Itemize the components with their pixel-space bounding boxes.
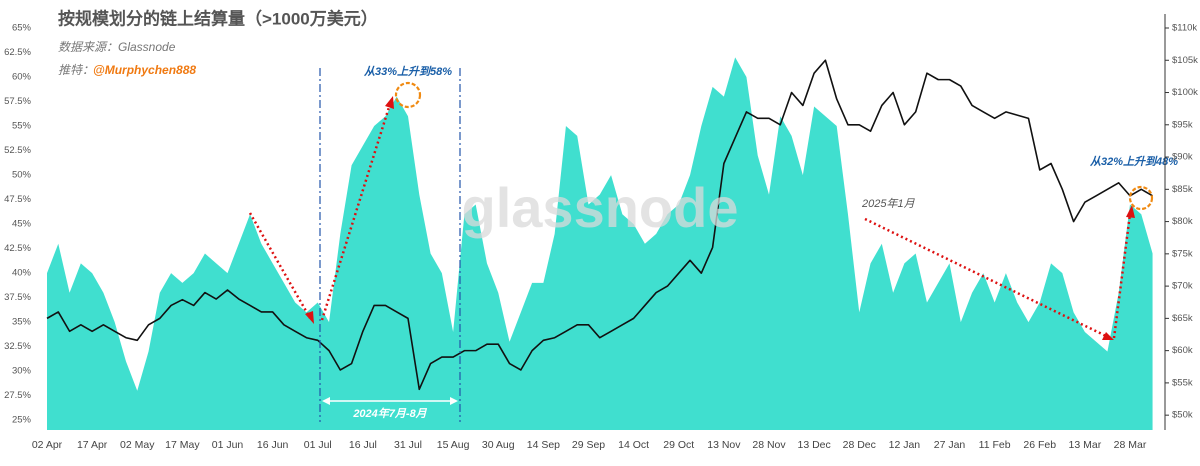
x-tick-label: 16 Jul — [349, 439, 377, 451]
line — [46, 59, 1153, 391]
arrow — [1112, 213, 1132, 339]
x-tick-label: 01 Jun — [212, 439, 244, 451]
y-tick-label: 35% — [12, 317, 32, 328]
y2-tick-label: $90k — [1172, 152, 1193, 163]
y-tick-label: 27.5% — [4, 390, 31, 401]
arrow-head — [305, 311, 314, 324]
highlight-circle — [394, 81, 422, 109]
y2-tick-label: $85k — [1172, 184, 1193, 195]
y-tick-label: 60% — [12, 72, 32, 83]
x-tick-label: 29 Oct — [663, 439, 694, 451]
credit-label: 推特： — [58, 63, 94, 77]
y2-tick-label: $105k — [1172, 55, 1198, 66]
y-tick-label: 32.5% — [4, 341, 31, 352]
x-tick-label: 17 Apr — [77, 439, 108, 451]
annotation: 2025年1月 — [861, 197, 916, 210]
y-tick-label: 47.5% — [4, 194, 31, 205]
y2-tick-label: $110k — [1172, 23, 1197, 34]
x-tick-label: 17 May — [165, 439, 200, 451]
annotation: 2024年7月-8月 — [352, 407, 427, 420]
x-tick-label: 14 Sep — [527, 439, 560, 451]
y-tick-label: 45% — [12, 219, 32, 230]
x-tick-label: 02 Apr — [32, 439, 63, 451]
y-tick-label: 37.5% — [4, 292, 31, 303]
arrow-head — [385, 96, 394, 109]
y2-tick-label: $55k — [1172, 377, 1193, 388]
highlight-circle — [1128, 185, 1154, 211]
arrow-head — [450, 397, 458, 405]
y-tick-label: 25% — [12, 415, 32, 426]
x-tick-label: 13 Mar — [1069, 439, 1102, 451]
y-tick-label: 57.5% — [4, 96, 31, 107]
y2-tick-label: $100k — [1172, 87, 1198, 98]
y2-tick-label: $75k — [1172, 248, 1193, 259]
y-tick-label: 65% — [12, 23, 32, 34]
credit-handle: @Murphychen888 — [93, 63, 196, 77]
y2-tick-label: $95k — [1172, 119, 1193, 130]
x-tick-label: 01 Jul — [304, 439, 332, 451]
y2-tick-label: $60k — [1172, 345, 1193, 356]
arrow — [248, 212, 312, 319]
x-tick-label: 31 Jul — [394, 439, 422, 451]
plot-area — [46, 57, 1153, 430]
x-tick-label: 26 Feb — [1023, 439, 1056, 451]
y-tick-label: 55% — [12, 121, 32, 132]
x-tick-label: 28 Nov — [752, 439, 786, 451]
x-tick-label: 15 Aug — [437, 439, 470, 451]
x-tick-label: 13 Dec — [797, 439, 830, 451]
arrow-head — [322, 397, 330, 405]
x-tick-label: 14 Oct — [618, 439, 649, 451]
x-tick-label: 02 May — [120, 439, 155, 451]
x-tick-label: 28 Mar — [1114, 439, 1147, 451]
x-tick-label: 27 Jan — [934, 439, 966, 451]
y2-tick-label: $80k — [1172, 216, 1193, 227]
annotation: 从33%上升到58% — [364, 65, 452, 78]
annotations: 从33%上升到58% 2024年7月-8月 2025年1月 从32%上升到48% — [248, 65, 1178, 422]
x-tick-label: 16 Jun — [257, 439, 289, 451]
y2-tick-label: $65k — [1172, 313, 1193, 324]
x-tick-label: 12 Jan — [889, 439, 921, 451]
y2-tick-label: $50k — [1172, 410, 1193, 421]
arrow-head — [1102, 332, 1114, 340]
watermark: glassnode — [462, 176, 739, 239]
subtitle: 数据来源：Glassnode — [58, 40, 176, 54]
x-tick-label: 29 Sep — [572, 439, 605, 451]
area — [47, 57, 1153, 430]
y-tick-label: 50% — [12, 170, 32, 181]
arrow-head — [1126, 205, 1135, 218]
annotation: 从32%上升到48% — [1090, 155, 1178, 168]
x-tick-label: 13 Nov — [707, 439, 741, 451]
y-tick-label: 30% — [12, 366, 32, 377]
y-tick-label: 42.5% — [4, 243, 31, 254]
x-tick-label: 30 Aug — [482, 439, 515, 451]
y-tick-label: 52.5% — [4, 145, 31, 156]
x-tick-label: 11 Feb — [979, 439, 1011, 451]
x-tick-label: 28 Dec — [843, 439, 876, 451]
y-tick-label: 40% — [12, 268, 32, 279]
y-tick-label: 62.5% — [4, 47, 31, 58]
y2-tick-label: $70k — [1172, 281, 1193, 292]
chart-title: 按规模划分的链上结算量（>1000万美元） — [58, 8, 378, 28]
